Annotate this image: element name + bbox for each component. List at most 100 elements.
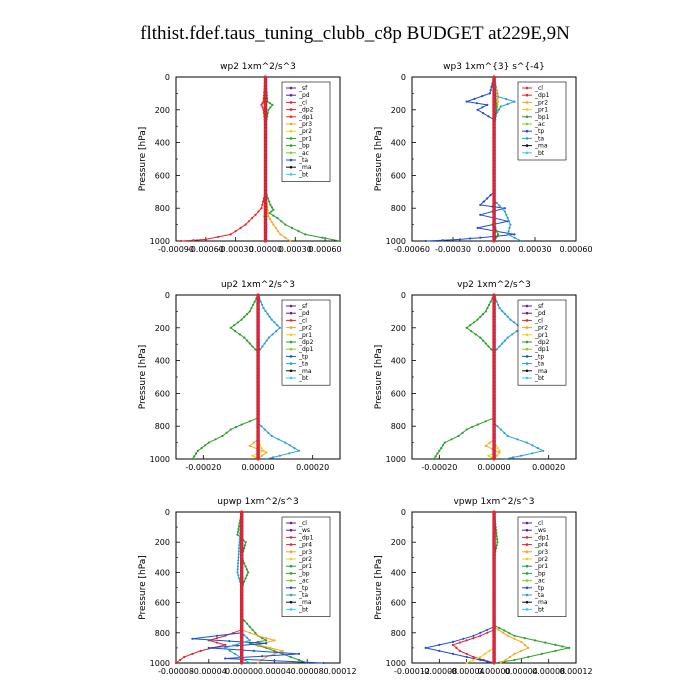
series-point bbox=[508, 655, 511, 659]
series-point bbox=[215, 634, 219, 637]
zero-profile-point bbox=[492, 296, 496, 300]
zero-profile-point bbox=[492, 134, 496, 138]
series-point bbox=[232, 644, 235, 647]
series-point bbox=[503, 431, 506, 434]
series-point bbox=[489, 300, 492, 303]
series-point bbox=[284, 236, 287, 239]
zero-profile-point bbox=[492, 319, 496, 323]
zero-profile-point bbox=[240, 510, 244, 514]
series-point bbox=[457, 434, 460, 438]
series-point bbox=[488, 441, 491, 444]
series-point bbox=[465, 661, 468, 665]
zero-profile-point bbox=[492, 450, 496, 455]
legend-label: _pd bbox=[298, 92, 310, 99]
zero-profile-point bbox=[240, 525, 244, 529]
legend-label: _ws bbox=[298, 527, 310, 534]
series-point bbox=[270, 210, 273, 213]
series-point bbox=[461, 431, 464, 434]
series-point bbox=[271, 103, 274, 106]
series-point bbox=[498, 345, 501, 348]
zero-profile-point bbox=[263, 147, 268, 151]
series-point bbox=[542, 449, 545, 452]
series-point bbox=[261, 203, 264, 206]
series-point bbox=[487, 454, 490, 457]
zero-profile-point bbox=[263, 137, 268, 141]
series-point bbox=[288, 452, 291, 455]
series-point bbox=[265, 457, 268, 461]
zero-profile-point bbox=[263, 157, 268, 161]
zero-profile-point bbox=[492, 160, 496, 164]
zero-profile-point bbox=[492, 313, 496, 317]
zero-profile-point bbox=[263, 196, 268, 200]
y-tick-label: 400 bbox=[391, 357, 406, 366]
zero-profile-point bbox=[263, 232, 268, 237]
series-point bbox=[281, 649, 284, 653]
zero-profile-point bbox=[263, 239, 268, 243]
zero-profile-point bbox=[240, 610, 244, 614]
zero-profile-point bbox=[492, 78, 496, 82]
zero-profile-point bbox=[256, 296, 260, 300]
zero-profile-point bbox=[256, 359, 260, 363]
series-point bbox=[276, 216, 279, 220]
zero-profile-point bbox=[492, 309, 496, 313]
series-point bbox=[484, 420, 487, 423]
series-point bbox=[265, 637, 268, 640]
x-tick-label: 0.00012 bbox=[323, 667, 356, 676]
zero-profile-point bbox=[492, 137, 496, 141]
zero-profile-point bbox=[256, 401, 260, 405]
zero-profile-point bbox=[256, 454, 260, 458]
zero-profile-point bbox=[263, 229, 268, 233]
zero-profile-point bbox=[263, 209, 268, 214]
y-tick-label: 0 bbox=[165, 73, 170, 82]
series-point bbox=[297, 658, 301, 662]
zero-profile-point bbox=[492, 368, 496, 373]
zero-profile-point bbox=[492, 173, 496, 177]
series-point bbox=[237, 553, 240, 556]
legend: _cl_dp1_pr2_pr1_bp1_ac_tp_ta_ma_bt bbox=[517, 81, 567, 161]
series-point bbox=[479, 203, 482, 206]
series-point bbox=[520, 239, 523, 243]
zero-profile-point bbox=[492, 418, 496, 422]
series-point bbox=[495, 105, 498, 108]
series-point bbox=[246, 622, 249, 625]
series-point bbox=[274, 226, 277, 229]
legend-label: _ta bbox=[298, 592, 308, 599]
zero-profile-point bbox=[492, 170, 496, 174]
zero-profile-point bbox=[492, 375, 496, 379]
series-point bbox=[267, 212, 270, 215]
series-point bbox=[424, 239, 427, 243]
y-tick-label: 1000 bbox=[386, 237, 406, 246]
zero-profile-point bbox=[256, 434, 260, 438]
zero-profile-point bbox=[492, 239, 496, 243]
zero-profile-point bbox=[263, 127, 268, 132]
series-point bbox=[475, 102, 478, 105]
series-point bbox=[237, 574, 240, 577]
x-tick-label: -0.00060 bbox=[394, 245, 430, 254]
series-point bbox=[256, 634, 260, 637]
zero-profile-point bbox=[492, 183, 496, 187]
legend-marker bbox=[525, 93, 529, 97]
legend-label: _bp bbox=[534, 570, 546, 577]
legend-label: _ma bbox=[534, 143, 548, 150]
series-point bbox=[527, 655, 530, 659]
series-point bbox=[254, 213, 257, 216]
y-tick-label: 400 bbox=[155, 139, 170, 148]
zero-profile-point bbox=[263, 163, 268, 168]
zero-profile-point bbox=[240, 640, 244, 644]
series-point bbox=[243, 562, 246, 565]
series-point bbox=[479, 631, 482, 634]
series-point bbox=[267, 336, 270, 339]
series-point bbox=[479, 236, 482, 239]
series-point bbox=[498, 204, 501, 207]
zero-profile-point bbox=[492, 362, 496, 366]
legend-label: _cl bbox=[298, 317, 307, 324]
series-point bbox=[487, 115, 490, 118]
series-point bbox=[265, 642, 268, 645]
series-point bbox=[479, 634, 482, 637]
legend-label: _ma bbox=[298, 164, 312, 171]
series-point bbox=[199, 649, 202, 653]
zero-profile-point bbox=[492, 349, 496, 353]
legend-marker bbox=[525, 564, 529, 568]
x-tick-label: 0.00020 bbox=[296, 463, 329, 472]
zero-profile-point bbox=[492, 661, 496, 665]
